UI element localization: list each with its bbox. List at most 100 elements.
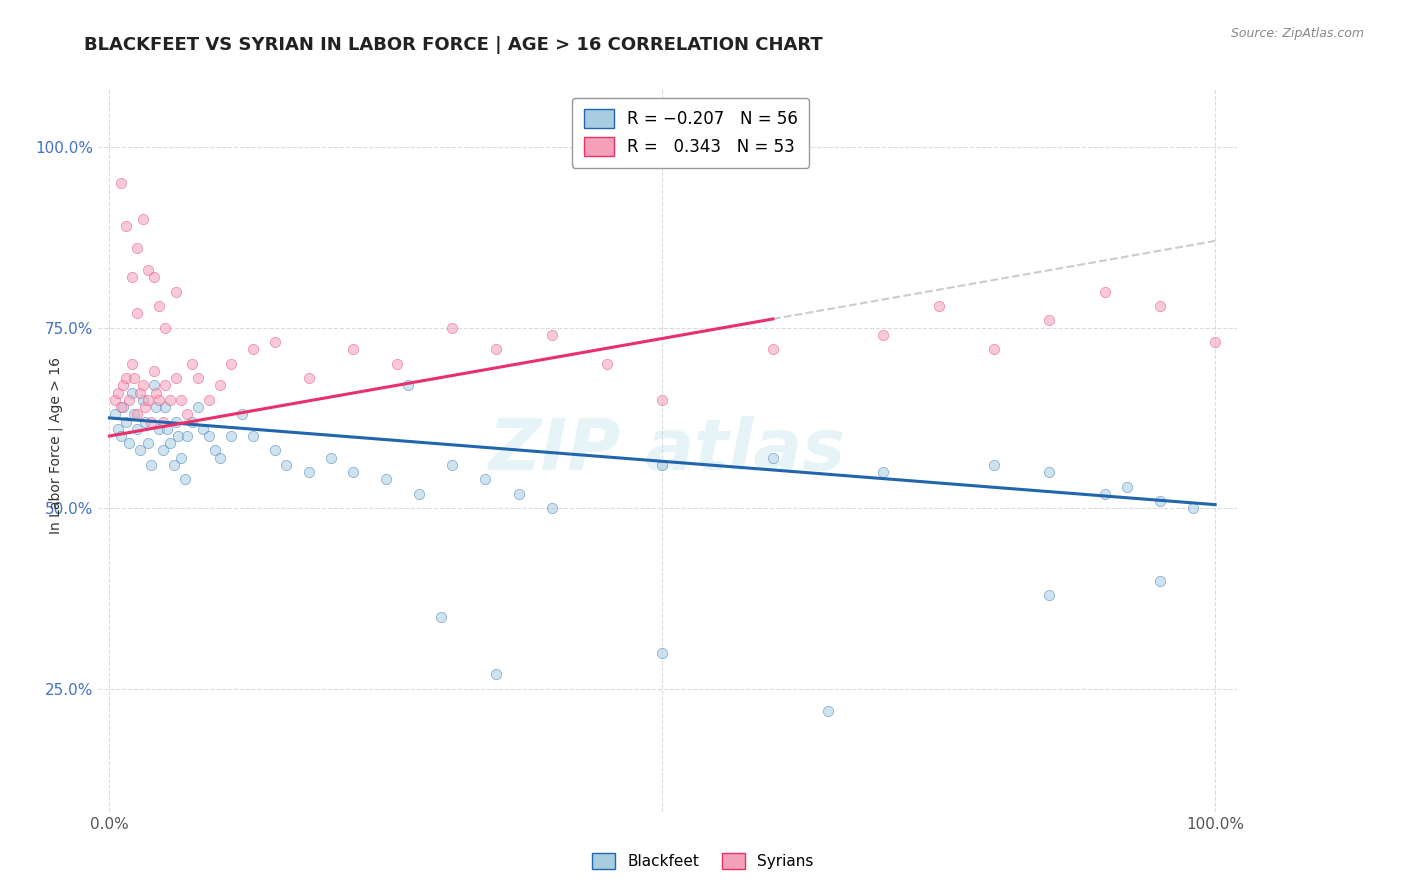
Syrians (136, 392, 159, 407)
Blackfeet (152, 443, 174, 458)
Syrians (485, 343, 508, 357)
Syrians (127, 306, 149, 320)
Syrians (141, 415, 163, 429)
Blackfeet (474, 472, 496, 486)
Blackfeet (242, 429, 264, 443)
Syrians (540, 327, 562, 342)
Syrians (127, 241, 149, 255)
Blackfeet (159, 436, 181, 450)
Syrians (872, 327, 894, 342)
Blackfeet (342, 465, 364, 479)
Blackfeet (983, 458, 1005, 472)
Blackfeet (142, 378, 165, 392)
Blackfeet (540, 501, 562, 516)
Syrians (145, 385, 167, 400)
Blackfeet (104, 407, 127, 421)
Syrians (121, 357, 143, 371)
Blackfeet (187, 400, 209, 414)
Syrians (1094, 285, 1116, 299)
Blackfeet (165, 415, 187, 429)
Blackfeet (1149, 574, 1171, 588)
Text: ZIP atlas: ZIP atlas (489, 416, 846, 485)
Blackfeet (170, 450, 193, 465)
Blackfeet (129, 443, 152, 458)
Syrians (928, 299, 950, 313)
Syrians (142, 364, 165, 378)
Blackfeet (111, 400, 134, 414)
Blackfeet (319, 450, 342, 465)
Syrians (122, 371, 145, 385)
Syrians (297, 371, 319, 385)
Blackfeet (181, 415, 204, 429)
Blackfeet (264, 443, 287, 458)
Syrians (107, 385, 129, 400)
Blackfeet (118, 436, 141, 450)
Blackfeet (231, 407, 253, 421)
Syrians (159, 392, 181, 407)
Blackfeet (134, 415, 156, 429)
Syrians (385, 357, 408, 371)
Blackfeet (1182, 501, 1205, 516)
Blackfeet (131, 392, 153, 407)
Syrians (104, 392, 127, 407)
Syrians (651, 392, 673, 407)
Syrians (441, 320, 464, 334)
Blackfeet (276, 458, 298, 472)
Blackfeet (141, 458, 163, 472)
Blackfeet (1149, 494, 1171, 508)
Syrians (115, 219, 138, 234)
Blackfeet (156, 422, 179, 436)
Syrians (148, 392, 170, 407)
Blackfeet (176, 429, 198, 443)
Blackfeet (651, 646, 673, 660)
Blackfeet (1038, 465, 1060, 479)
Syrians (983, 343, 1005, 357)
Syrians (148, 299, 170, 313)
Syrians (152, 415, 174, 429)
Blackfeet (145, 400, 167, 414)
Blackfeet (136, 436, 159, 450)
Syrians (209, 378, 232, 392)
Syrians (1038, 313, 1060, 327)
Syrians (264, 334, 287, 349)
Syrians (165, 285, 187, 299)
Legend: R = −0.207   N = 56, R =   0.343   N = 53: R = −0.207 N = 56, R = 0.343 N = 53 (572, 97, 810, 168)
Syrians (127, 407, 149, 421)
Blackfeet (209, 450, 232, 465)
Blackfeet (107, 422, 129, 436)
Blackfeet (1038, 588, 1060, 602)
Blackfeet (148, 422, 170, 436)
Syrians (153, 378, 176, 392)
Syrians (118, 392, 141, 407)
Syrians (153, 320, 176, 334)
Blackfeet (297, 465, 319, 479)
Blackfeet (167, 429, 190, 443)
Text: In Labor Force | Age > 16: In Labor Force | Age > 16 (49, 358, 63, 534)
Syrians (219, 357, 242, 371)
Blackfeet (441, 458, 464, 472)
Text: BLACKFEET VS SYRIAN IN LABOR FORCE | AGE > 16 CORRELATION CHART: BLACKFEET VS SYRIAN IN LABOR FORCE | AGE… (84, 36, 823, 54)
Blackfeet (193, 422, 215, 436)
Blackfeet (651, 458, 673, 472)
Blackfeet (374, 472, 396, 486)
Syrians (1204, 334, 1226, 349)
Syrians (115, 371, 138, 385)
Syrians (596, 357, 619, 371)
Syrians (187, 371, 209, 385)
Syrians (111, 378, 134, 392)
Syrians (176, 407, 198, 421)
Syrians (136, 263, 159, 277)
Blackfeet (1115, 480, 1137, 494)
Syrians (131, 212, 153, 227)
Syrians (342, 343, 364, 357)
Text: Source: ZipAtlas.com: Source: ZipAtlas.com (1230, 27, 1364, 40)
Syrians (242, 343, 264, 357)
Blackfeet (408, 487, 430, 501)
Blackfeet (1094, 487, 1116, 501)
Syrians (131, 378, 153, 392)
Blackfeet (762, 450, 785, 465)
Blackfeet (153, 400, 176, 414)
Blackfeet (121, 385, 143, 400)
Syrians (121, 270, 143, 285)
Syrians (110, 400, 132, 414)
